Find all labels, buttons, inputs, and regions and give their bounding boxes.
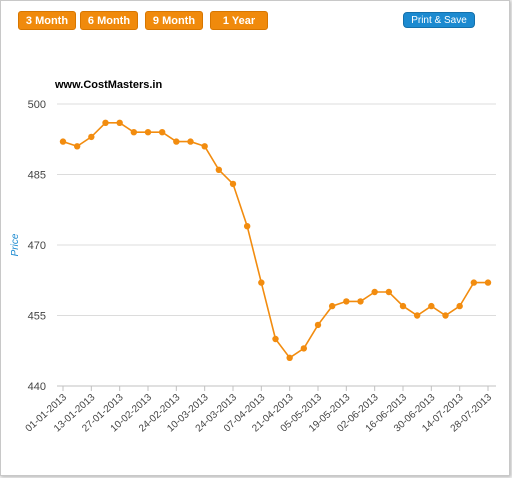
- data-point[interactable]: [229, 180, 237, 188]
- data-point[interactable]: [102, 119, 109, 127]
- data-point[interactable]: [385, 288, 393, 296]
- data-point[interactable]: [158, 129, 166, 136]
- data-point[interactable]: [343, 298, 350, 305]
- data-point[interactable]: [328, 302, 336, 310]
- data-point[interactable]: [314, 321, 322, 329]
- data-point[interactable]: [428, 302, 435, 310]
- data-point[interactable]: [484, 279, 492, 286]
- y-tick-label: 470: [28, 240, 46, 252]
- data-point[interactable]: [258, 279, 265, 286]
- data-point[interactable]: [286, 354, 293, 361]
- data-point[interactable]: [144, 129, 152, 136]
- data-point[interactable]: [413, 312, 421, 319]
- chart-title: www.CostMasters.in: [54, 79, 162, 91]
- data-point[interactable]: [201, 143, 208, 150]
- range-6-month-button[interactable]: 6 Month: [80, 11, 138, 30]
- range-1-year-button[interactable]: 1 Year: [210, 11, 268, 30]
- y-tick-label: 440: [28, 381, 46, 393]
- data-point[interactable]: [456, 302, 463, 310]
- y-tick-label: 500: [28, 99, 46, 111]
- data-point[interactable]: [130, 129, 138, 136]
- range-9-month-button[interactable]: 9 Month: [145, 11, 203, 30]
- y-tick-label: 485: [28, 170, 46, 182]
- price-series-line: [62, 122, 488, 359]
- data-point[interactable]: [442, 312, 449, 319]
- data-point[interactable]: [73, 143, 81, 150]
- data-point[interactable]: [272, 335, 279, 343]
- data-point[interactable]: [215, 166, 223, 173]
- data-point[interactable]: [59, 138, 67, 145]
- data-point[interactable]: [88, 133, 95, 141]
- data-point[interactable]: [357, 298, 364, 305]
- data-point[interactable]: [116, 119, 123, 127]
- data-point[interactable]: [399, 302, 407, 310]
- print-save-button[interactable]: Print & Save: [403, 12, 475, 28]
- data-point[interactable]: [470, 279, 478, 286]
- data-point[interactable]: [243, 223, 251, 230]
- data-point[interactable]: [371, 288, 378, 296]
- data-point[interactable]: [173, 138, 180, 145]
- data-point[interactable]: [300, 345, 308, 352]
- y-axis-label: Price: [10, 233, 21, 256]
- y-tick-label: 455: [28, 311, 46, 323]
- data-point[interactable]: [187, 138, 194, 145]
- range-3-month-button[interactable]: 3 Month: [18, 11, 76, 30]
